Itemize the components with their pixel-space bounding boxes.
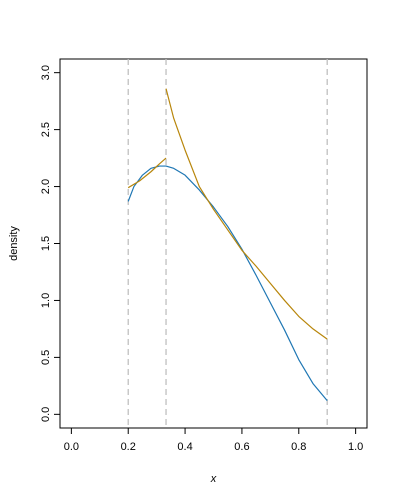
x-axis-title: x xyxy=(210,473,217,485)
x-tick-label-5: 1.0 xyxy=(348,441,363,453)
x-tick-label-3: 0.6 xyxy=(234,441,249,453)
series-0-segment-0 xyxy=(127,165,328,402)
x-axis: 0.0 0.2 0.4 0.6 0.8 1.0 xyxy=(64,428,363,453)
reference-lines xyxy=(127,59,328,428)
y-tick-label-5: 2.5 xyxy=(40,122,52,137)
x-tick-label-0: 0.0 xyxy=(64,441,79,453)
y-tick-label-0: 0.0 xyxy=(40,407,52,422)
y-axis: 0.0 0.5 1.0 1.5 2.0 2.5 3.0 xyxy=(40,65,60,422)
y-tick-label-3: 1.5 xyxy=(40,236,52,251)
series-layer xyxy=(127,88,328,402)
y-tick-label-1: 0.5 xyxy=(40,350,52,365)
plot-box xyxy=(59,58,368,429)
y-tick-label-6: 3.0 xyxy=(40,65,52,80)
y-tick-label-2: 1.0 xyxy=(40,293,52,308)
x-tick-label-2: 0.4 xyxy=(177,441,192,453)
y-axis-title: density xyxy=(8,226,20,261)
x-tick-label-1: 0.2 xyxy=(121,441,136,453)
series-1-segment-0 xyxy=(127,157,167,189)
y-tick-label-4: 2.0 xyxy=(40,179,52,194)
x-tick-label-4: 0.8 xyxy=(291,441,306,453)
series-1-segment-1 xyxy=(165,88,328,340)
